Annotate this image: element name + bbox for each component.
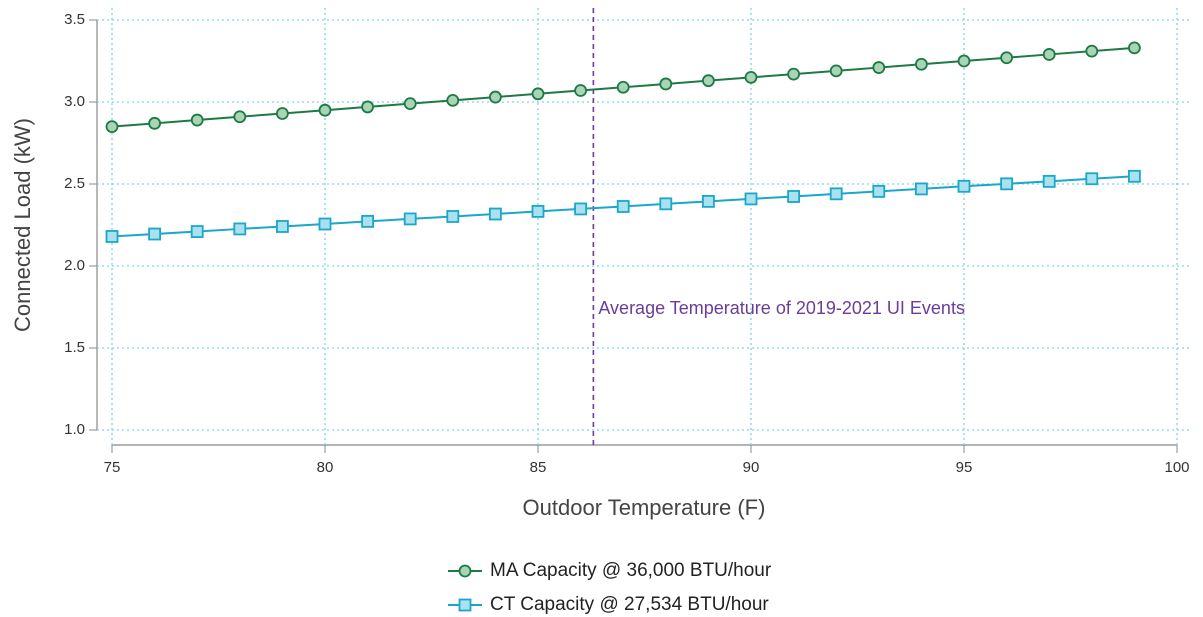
x-tick-label: 75: [104, 459, 121, 476]
marker: [318, 217, 332, 231]
marker: [233, 222, 247, 236]
marker: [148, 116, 162, 130]
y-tick-label: 1.5: [64, 339, 85, 356]
marker: [1085, 172, 1099, 186]
legend-label: MA Capacity @ 36,000 BTU/hour: [490, 560, 772, 581]
marker: [531, 204, 545, 218]
marker: [488, 90, 502, 104]
marker: [829, 187, 843, 201]
marker: [957, 54, 971, 68]
marker: [148, 227, 162, 241]
marker: [190, 225, 204, 238]
marker: [744, 192, 758, 206]
marker: [403, 212, 417, 226]
marker: [915, 57, 928, 71]
x-tick-label: 80: [317, 459, 334, 476]
x-tick-label: 85: [530, 459, 547, 476]
y-tick-label: 2.0: [64, 257, 85, 274]
legend-marker: [458, 598, 472, 612]
marker: [105, 120, 119, 133]
marker: [702, 194, 715, 208]
marker: [275, 107, 289, 120]
y-tick-label: 3.5: [64, 11, 85, 28]
x-tick-label: 90: [743, 459, 760, 476]
x-tick-label: 100: [1164, 459, 1189, 476]
marker: [446, 210, 460, 223]
marker: [872, 184, 886, 198]
marker: [318, 103, 332, 117]
marker: [361, 214, 375, 228]
legend-label: CT Capacity @ 27,534 BTU/hour: [490, 594, 769, 615]
marker: [1128, 41, 1141, 55]
marker: [275, 220, 289, 233]
marker: [361, 100, 375, 114]
marker: [190, 113, 204, 127]
marker: [616, 80, 630, 94]
marker: [744, 71, 758, 84]
x-axis-title: Outdoor Temperature (F): [523, 495, 766, 520]
marker: [659, 197, 673, 211]
marker: [787, 190, 800, 203]
legend-marker: [458, 564, 472, 578]
marker: [446, 93, 460, 107]
marker: [105, 230, 119, 243]
y-axis-title: Connected Load (kW): [10, 118, 35, 332]
y-tick-label: 3.0: [64, 93, 85, 110]
marker: [403, 97, 417, 111]
marker: [1128, 169, 1141, 183]
marker: [829, 64, 843, 78]
marker: [488, 207, 502, 221]
marker: [957, 179, 971, 193]
marker: [616, 200, 630, 213]
marker: [872, 61, 886, 74]
marker: [574, 84, 587, 97]
marker: [1000, 177, 1013, 191]
marker: [233, 110, 247, 124]
marker: [659, 77, 673, 91]
marker: [787, 67, 800, 81]
y-tick-label: 2.5: [64, 175, 85, 192]
annotation: Average Temperature of 2019-2021 UI Even…: [598, 298, 965, 318]
x-tick-label: 95: [956, 459, 973, 476]
marker: [1042, 48, 1056, 61]
marker: [702, 74, 715, 88]
marker: [1042, 174, 1056, 188]
marker: [574, 202, 587, 216]
marker: [1085, 44, 1099, 58]
y-tick-label: 1.0: [64, 421, 85, 438]
marker: [915, 182, 928, 196]
marker: [531, 87, 545, 101]
marker: [1000, 51, 1013, 65]
